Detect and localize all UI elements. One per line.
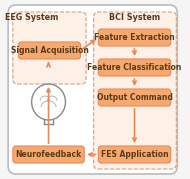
FancyBboxPatch shape <box>98 59 171 76</box>
Text: EEG System: EEG System <box>5 13 58 21</box>
FancyBboxPatch shape <box>8 5 177 174</box>
Text: Output Command: Output Command <box>97 93 173 102</box>
FancyBboxPatch shape <box>18 42 81 59</box>
Text: Feature Extraction: Feature Extraction <box>94 33 175 42</box>
Text: Feature Classification: Feature Classification <box>87 63 182 72</box>
Text: Signal Acquisition: Signal Acquisition <box>10 46 88 55</box>
FancyBboxPatch shape <box>94 12 176 169</box>
Text: Neurofeedback: Neurofeedback <box>15 150 82 159</box>
FancyBboxPatch shape <box>98 89 171 106</box>
FancyBboxPatch shape <box>98 29 171 46</box>
FancyBboxPatch shape <box>13 146 84 163</box>
Text: BCI System: BCI System <box>109 13 161 21</box>
Text: FES Application: FES Application <box>101 150 168 159</box>
FancyBboxPatch shape <box>13 12 86 84</box>
FancyBboxPatch shape <box>98 146 171 163</box>
